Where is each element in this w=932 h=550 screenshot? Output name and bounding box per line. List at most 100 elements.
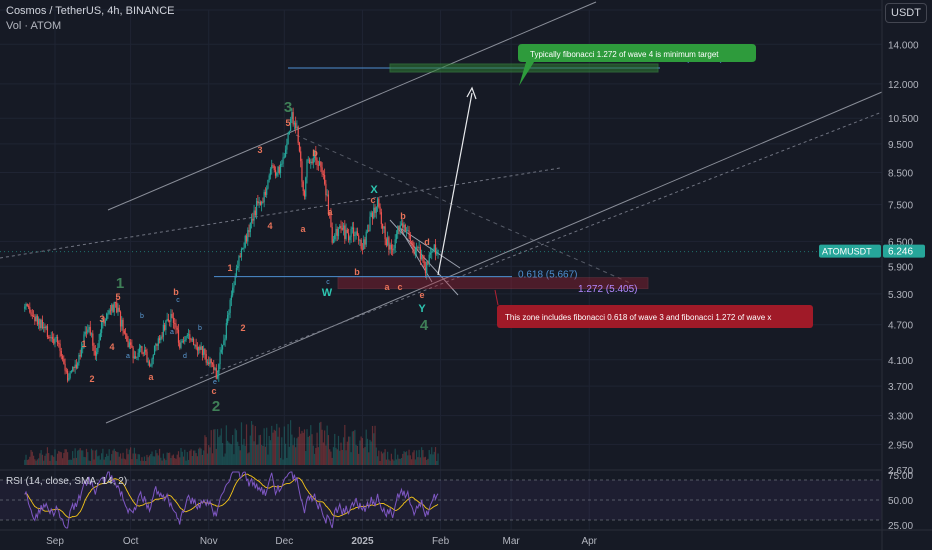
candle-body xyxy=(292,112,294,125)
volume-bar xyxy=(56,453,59,465)
volume-bar xyxy=(67,452,69,465)
candle-body xyxy=(193,338,195,345)
volume-bar xyxy=(196,456,198,465)
candle-body xyxy=(84,331,86,335)
candle-body xyxy=(370,212,372,217)
candle-body xyxy=(366,230,369,232)
candle-body xyxy=(116,302,118,313)
volume-bar xyxy=(200,448,202,465)
volume-bar xyxy=(311,434,313,465)
candle-body xyxy=(109,310,112,312)
candle-body xyxy=(160,336,162,341)
candle-body xyxy=(334,235,336,240)
target-arrow-head xyxy=(466,86,477,100)
candle-body xyxy=(65,370,67,372)
wave-correction-c: c xyxy=(370,195,375,205)
candle-body xyxy=(262,201,264,203)
candle-body xyxy=(38,318,40,325)
volume-bar xyxy=(164,458,166,465)
volume-bar xyxy=(350,452,352,465)
candle-body xyxy=(247,230,249,242)
volume-bar xyxy=(376,456,379,465)
volume-bar xyxy=(180,447,182,465)
volume-bar xyxy=(172,454,175,465)
candle-body xyxy=(70,371,72,373)
volume-bar xyxy=(337,435,340,465)
candle-body xyxy=(359,239,361,241)
candle-body xyxy=(340,225,342,229)
candle-body xyxy=(224,338,226,341)
volume-bar xyxy=(30,449,32,465)
candle-body xyxy=(104,320,106,324)
volume-bar xyxy=(174,458,176,465)
candle-body xyxy=(434,244,437,255)
volume-bar xyxy=(39,453,41,465)
candle-body xyxy=(170,313,172,322)
price-tick: 10.500 xyxy=(888,114,919,125)
volume-bar xyxy=(158,448,161,465)
candle-body xyxy=(428,254,430,264)
fib-618-label: 0.618 (5.667) xyxy=(518,270,578,281)
symbol-title[interactable]: Cosmos / TetherUS, 4h, BINANCE xyxy=(6,5,175,17)
wave-primary-3: 3 xyxy=(284,99,292,116)
volume-bar xyxy=(228,442,230,465)
volume-bar xyxy=(98,455,100,465)
candle-body xyxy=(335,228,337,236)
volume-bar xyxy=(90,448,93,465)
candle-body xyxy=(369,216,371,231)
candle-body xyxy=(143,349,146,354)
candle-body xyxy=(317,164,319,166)
volume-bar xyxy=(290,420,292,465)
candle-body xyxy=(392,249,394,251)
volume-bar xyxy=(330,451,332,465)
candle-body xyxy=(346,229,348,234)
volume-bar xyxy=(126,448,128,465)
candle-body xyxy=(284,149,287,157)
candle-body xyxy=(368,230,370,232)
volume-bar xyxy=(402,453,404,465)
volume-bar xyxy=(361,438,364,465)
candle-body xyxy=(155,344,157,346)
candle-body xyxy=(365,231,367,245)
volume-bar xyxy=(108,449,110,465)
volume-bar xyxy=(218,437,220,465)
candle-body xyxy=(211,362,214,365)
volume-bar xyxy=(295,447,297,465)
volume-bar xyxy=(106,453,108,465)
candle-body xyxy=(233,285,235,288)
volume-bar xyxy=(416,450,418,465)
candle-body xyxy=(239,256,241,257)
candle-body xyxy=(98,339,100,348)
candle-body xyxy=(322,173,324,175)
candle-body xyxy=(181,340,183,342)
candle-body xyxy=(237,266,239,268)
volume-bar xyxy=(301,430,303,465)
currency-unit-button[interactable]: USDT xyxy=(885,3,927,23)
candle-body xyxy=(210,358,212,363)
volume-bar xyxy=(424,456,427,465)
wave-correction-a: a xyxy=(148,372,154,382)
candle-body xyxy=(26,303,28,307)
candle-body xyxy=(161,336,163,338)
time-tick: Apr xyxy=(581,536,597,547)
volume-bar xyxy=(65,449,67,465)
volume-bar xyxy=(356,445,358,465)
candle-body xyxy=(286,144,288,150)
fib-zone-box xyxy=(337,277,649,290)
volume-bar xyxy=(227,440,229,465)
volume-bar xyxy=(160,457,162,465)
volume-bar xyxy=(315,447,317,465)
volume-bar xyxy=(137,454,139,465)
candle-body xyxy=(390,244,393,250)
volume-bar xyxy=(370,441,372,465)
volume-bar xyxy=(74,448,76,465)
target-arrow-line xyxy=(437,92,473,276)
volume-bar xyxy=(41,454,43,465)
candle-body xyxy=(32,315,35,317)
volume-bar xyxy=(214,429,216,465)
volume-bar xyxy=(211,453,214,465)
wave-sub-c: c xyxy=(326,279,330,286)
candle-body xyxy=(308,159,311,163)
volume-bar xyxy=(46,447,49,465)
wave-minor-3: 3 xyxy=(257,145,262,155)
